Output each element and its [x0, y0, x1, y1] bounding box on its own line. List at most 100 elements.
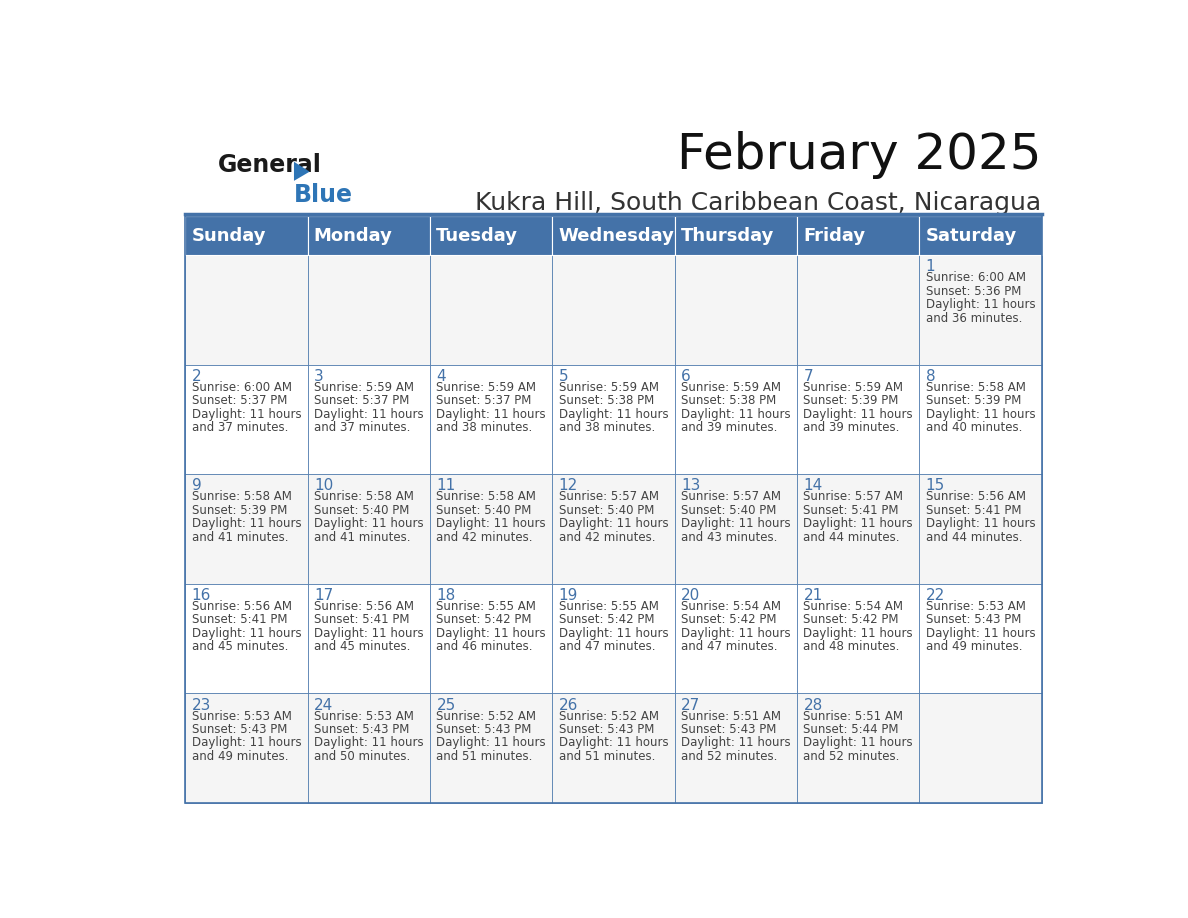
Text: and 38 minutes.: and 38 minutes.	[558, 421, 655, 434]
Text: and 36 minutes.: and 36 minutes.	[925, 311, 1022, 325]
Text: Sunset: 5:38 PM: Sunset: 5:38 PM	[558, 395, 653, 408]
Text: Sunrise: 5:51 AM: Sunrise: 5:51 AM	[681, 710, 781, 722]
Text: Sunset: 5:42 PM: Sunset: 5:42 PM	[681, 613, 777, 626]
Text: and 44 minutes.: and 44 minutes.	[925, 531, 1022, 543]
Text: Friday: Friday	[803, 227, 865, 244]
Bar	[920, 584, 1042, 693]
Text: and 51 minutes.: and 51 minutes.	[436, 750, 532, 763]
Bar	[675, 216, 797, 255]
Text: Daylight: 11 hours: Daylight: 11 hours	[803, 627, 914, 640]
Bar	[675, 364, 797, 475]
Text: and 43 minutes.: and 43 minutes.	[681, 531, 777, 543]
Text: Sunrise: 5:54 AM: Sunrise: 5:54 AM	[681, 600, 781, 613]
Bar	[308, 255, 430, 364]
Bar	[308, 216, 430, 255]
Text: and 44 minutes.: and 44 minutes.	[803, 531, 899, 543]
Text: and 41 minutes.: and 41 minutes.	[314, 531, 411, 543]
Text: Daylight: 11 hours: Daylight: 11 hours	[925, 518, 1035, 531]
Text: Saturday: Saturday	[925, 227, 1017, 244]
Bar	[797, 693, 920, 803]
Text: 21: 21	[803, 588, 822, 603]
Text: 14: 14	[803, 478, 822, 494]
Text: Daylight: 11 hours: Daylight: 11 hours	[191, 627, 302, 640]
Text: Sunrise: 5:53 AM: Sunrise: 5:53 AM	[191, 710, 291, 722]
Text: and 45 minutes.: and 45 minutes.	[191, 640, 289, 654]
Text: and 42 minutes.: and 42 minutes.	[558, 531, 656, 543]
Text: Wednesday: Wednesday	[558, 227, 675, 244]
Text: Daylight: 11 hours: Daylight: 11 hours	[803, 518, 914, 531]
Text: Daylight: 11 hours: Daylight: 11 hours	[191, 408, 302, 420]
Text: 12: 12	[558, 478, 579, 494]
Text: 5: 5	[558, 369, 568, 384]
Bar	[308, 693, 430, 803]
Text: 18: 18	[436, 588, 456, 603]
Text: General: General	[217, 153, 322, 177]
Text: Sunrise: 5:52 AM: Sunrise: 5:52 AM	[558, 710, 658, 722]
Text: 23: 23	[191, 698, 211, 712]
Bar	[675, 584, 797, 693]
Text: Sunset: 5:39 PM: Sunset: 5:39 PM	[925, 395, 1020, 408]
Text: Daylight: 11 hours: Daylight: 11 hours	[803, 408, 914, 420]
Text: Sunrise: 5:53 AM: Sunrise: 5:53 AM	[925, 600, 1025, 613]
Text: 16: 16	[191, 588, 211, 603]
Text: Daylight: 11 hours: Daylight: 11 hours	[314, 627, 424, 640]
Text: and 37 minutes.: and 37 minutes.	[314, 421, 411, 434]
Bar	[185, 216, 1042, 803]
Text: Sunrise: 6:00 AM: Sunrise: 6:00 AM	[191, 381, 292, 394]
Text: Daylight: 11 hours: Daylight: 11 hours	[436, 518, 546, 531]
Bar	[185, 584, 308, 693]
Text: Sunset: 5:40 PM: Sunset: 5:40 PM	[558, 504, 655, 517]
Text: 2: 2	[191, 369, 202, 384]
Text: Sunset: 5:44 PM: Sunset: 5:44 PM	[803, 723, 899, 736]
Text: and 52 minutes.: and 52 minutes.	[681, 750, 777, 763]
Text: Daylight: 11 hours: Daylight: 11 hours	[191, 518, 302, 531]
Bar	[797, 584, 920, 693]
Bar	[430, 475, 552, 584]
Text: Sunrise: 5:54 AM: Sunrise: 5:54 AM	[803, 600, 903, 613]
Bar	[920, 255, 1042, 364]
Text: 6: 6	[681, 369, 690, 384]
Text: Sunset: 5:42 PM: Sunset: 5:42 PM	[558, 613, 655, 626]
Bar	[185, 255, 308, 364]
Text: and 48 minutes.: and 48 minutes.	[803, 640, 899, 654]
Text: and 49 minutes.: and 49 minutes.	[191, 750, 289, 763]
Text: Daylight: 11 hours: Daylight: 11 hours	[191, 736, 302, 749]
Text: Daylight: 11 hours: Daylight: 11 hours	[925, 627, 1035, 640]
Text: Sunset: 5:41 PM: Sunset: 5:41 PM	[803, 504, 899, 517]
Text: and 42 minutes.: and 42 minutes.	[436, 531, 533, 543]
Text: 1: 1	[925, 259, 935, 274]
Text: Sunset: 5:40 PM: Sunset: 5:40 PM	[436, 504, 532, 517]
Bar	[185, 693, 308, 803]
Polygon shape	[293, 162, 310, 181]
Text: Sunrise: 5:56 AM: Sunrise: 5:56 AM	[191, 600, 292, 613]
Bar	[920, 475, 1042, 584]
Text: and 50 minutes.: and 50 minutes.	[314, 750, 410, 763]
Text: Sunrise: 5:55 AM: Sunrise: 5:55 AM	[436, 600, 536, 613]
Bar	[552, 475, 675, 584]
Text: Sunrise: 5:57 AM: Sunrise: 5:57 AM	[803, 490, 903, 503]
Text: Daylight: 11 hours: Daylight: 11 hours	[314, 408, 424, 420]
Text: and 38 minutes.: and 38 minutes.	[436, 421, 532, 434]
Text: Sunrise: 5:53 AM: Sunrise: 5:53 AM	[314, 710, 413, 722]
Text: Sunrise: 5:51 AM: Sunrise: 5:51 AM	[803, 710, 903, 722]
Text: Sunrise: 5:59 AM: Sunrise: 5:59 AM	[803, 381, 903, 394]
Text: 28: 28	[803, 698, 822, 712]
Text: Sunrise: 5:56 AM: Sunrise: 5:56 AM	[314, 600, 415, 613]
Bar	[185, 364, 308, 475]
Text: 17: 17	[314, 588, 334, 603]
Bar	[675, 475, 797, 584]
Bar	[185, 216, 308, 255]
Text: 7: 7	[803, 369, 813, 384]
Text: 8: 8	[925, 369, 935, 384]
Text: Daylight: 11 hours: Daylight: 11 hours	[314, 518, 424, 531]
Text: and 41 minutes.: and 41 minutes.	[191, 531, 289, 543]
Text: Kukra Hill, South Caribbean Coast, Nicaragua: Kukra Hill, South Caribbean Coast, Nicar…	[475, 192, 1042, 216]
Bar	[308, 475, 430, 584]
Bar	[430, 255, 552, 364]
Text: Sunrise: 5:52 AM: Sunrise: 5:52 AM	[436, 710, 537, 722]
Text: 20: 20	[681, 588, 700, 603]
Text: 25: 25	[436, 698, 456, 712]
Text: Sunrise: 5:59 AM: Sunrise: 5:59 AM	[558, 381, 658, 394]
Text: Daylight: 11 hours: Daylight: 11 hours	[558, 736, 669, 749]
Text: Sunrise: 5:58 AM: Sunrise: 5:58 AM	[191, 490, 291, 503]
